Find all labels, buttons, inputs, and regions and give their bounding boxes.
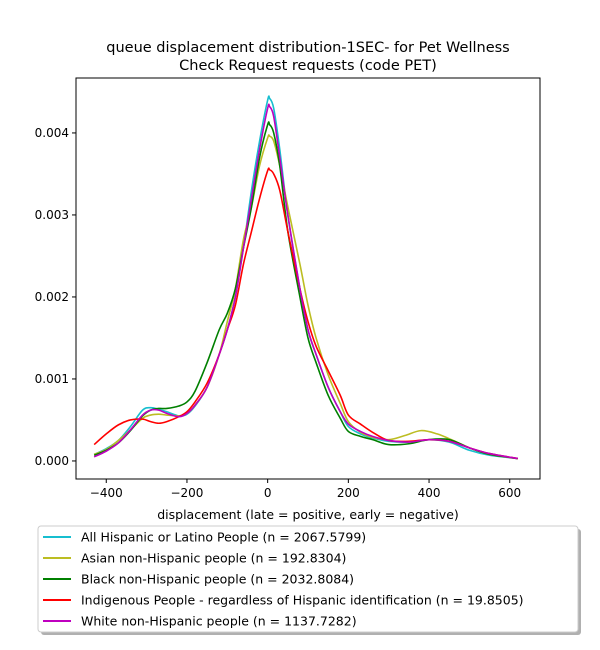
x-tick-label: 600 [498,486,521,500]
series-line-1 [93,95,518,460]
x-tick-label: −400 [90,486,123,500]
x-tick-label: 200 [337,486,360,500]
legend-label-1: All Hispanic or Latino People (n = 2067.… [81,530,366,545]
y-tick-label: 0.002 [35,290,69,304]
x-axis-label: displacement (late = positive, early = n… [157,507,459,522]
y-tick-label: 0.004 [35,126,69,140]
chart-title-line2: Check Request requests (code PET) [179,58,437,74]
y-tick-label: 0.000 [35,454,69,468]
legend-label-4: Indigenous People - regardless of Hispan… [81,593,524,608]
series-line-5 [93,103,518,460]
plot-frame [75,77,541,480]
y-axis: 0.000 0.001 0.002 0.003 0.004 [35,126,76,468]
legend-label-5: White non-Hispanic people (n = 1137.7282… [81,614,357,629]
series-line-3 [93,121,518,460]
y-tick-label: 0.003 [35,208,69,222]
x-tick-label: −200 [170,486,203,500]
legend: All Hispanic or Latino People (n = 2067.… [37,525,581,635]
x-axis: −400 −200 0 200 400 600 [90,479,521,500]
legend-label-2: Asian non-Hispanic people (n = 192.8304) [81,551,346,566]
plot-lines [93,95,518,460]
x-tick-label: 0 [264,486,272,500]
legend-box [37,525,579,633]
series-line-2 [93,134,518,460]
x-tick-label: 400 [418,486,441,500]
legend-label-3: Black non-Hispanic people (n = 2032.8084… [81,572,354,587]
chart-title-line1: queue displacement distribution-1SEC- fo… [106,40,509,56]
y-tick-label: 0.001 [35,372,69,386]
